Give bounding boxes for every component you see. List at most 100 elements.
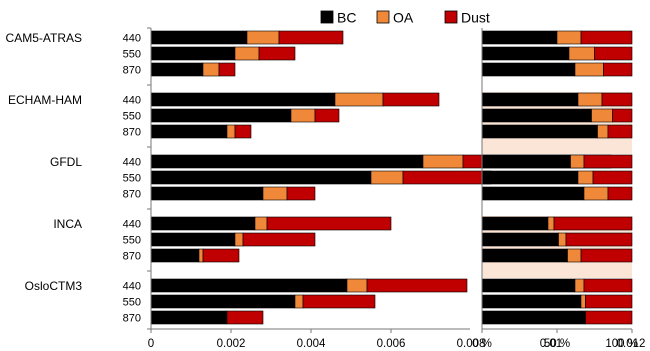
bar-segment-oa — [246, 30, 280, 45]
model-label: ECHAM-HAM — [8, 93, 82, 107]
wavelength-label: 440 — [123, 95, 141, 107]
bar-segment-bc — [150, 216, 256, 231]
rel-bar-segment-bc — [481, 62, 576, 77]
model-label: GFDL — [50, 155, 82, 169]
bar-segment-oa — [346, 278, 368, 293]
bar-segment-oa — [202, 62, 220, 77]
rel-bar-segment-dust — [592, 170, 633, 185]
relative-panel: 0 % 50 % 100 % — [472, 28, 638, 350]
rel-bar-segment-dust — [594, 46, 633, 61]
rel-bar-segment-dust — [585, 294, 633, 309]
rel-bar-segment-bc — [481, 46, 570, 61]
bar-segment-dust — [278, 30, 344, 45]
wavelength-label: 870 — [123, 65, 141, 77]
x-tick-label: 0.004 — [297, 338, 326, 350]
rel-bar-segment-dust — [580, 30, 633, 45]
wavelength-label: 870 — [123, 313, 141, 325]
bar-segment-bc — [150, 186, 264, 201]
bar-segment-dust — [242, 232, 316, 247]
legend-label-bc: BC — [337, 10, 356, 26]
legend-swatch-bc — [320, 10, 334, 24]
model-label: CAM5-ATRAS — [6, 31, 82, 45]
rel-bar-segment-bc — [481, 278, 576, 293]
bar-segment-oa — [262, 186, 288, 201]
wavelength-label: 440 — [123, 157, 141, 169]
bar-segment-dust — [202, 248, 240, 263]
rel-bar-segment-oa — [577, 92, 603, 107]
bar-segment-dust — [266, 216, 392, 231]
legend: BC OA Dust — [320, 10, 490, 26]
rel-bar-segment-dust — [603, 62, 633, 77]
bar-segment-dust — [382, 92, 440, 107]
x-tick-label: 0 — [148, 338, 154, 350]
x-tick-label: 0.008 — [457, 338, 486, 350]
bar-segment-dust — [314, 108, 340, 123]
legend-label-oa: OA — [393, 10, 414, 26]
wavelength-label: 550 — [123, 173, 141, 185]
wavelength-label: 870 — [123, 251, 141, 263]
rel-bar-segment-bc — [481, 124, 598, 139]
rel-bar-segment-dust — [583, 278, 633, 293]
rel-bar-segment-dust — [585, 310, 633, 325]
rel-x-tick-label: 0 % — [472, 338, 492, 350]
row-group-shading — [482, 139, 632, 154]
rel-bar-segment-oa — [580, 294, 586, 309]
x-tick-label: 0.012 — [617, 338, 646, 350]
rel-bar-segment-dust — [607, 124, 633, 139]
bar-segment-bc — [150, 30, 248, 45]
rel-bar-segment-oa — [597, 124, 609, 139]
rel-x-tick-label: 50 % — [544, 338, 570, 350]
rel-bar-segment-oa — [570, 154, 585, 169]
rel-bar-segment-oa — [577, 170, 594, 185]
rel-bar-segment-dust — [583, 154, 633, 169]
wavelength-label: 550 — [123, 235, 141, 247]
rel-bar-segment-oa — [591, 108, 613, 123]
wavelength-label: 550 — [123, 297, 141, 309]
bar-segment-dust — [402, 170, 492, 185]
bar-segment-oa — [254, 216, 268, 231]
wavelength-label: 550 — [123, 49, 141, 61]
rel-bar-segment-dust — [607, 186, 633, 201]
bar-segment-oa — [334, 92, 384, 107]
bar-segment-oa — [198, 248, 204, 263]
bar-segment-dust — [366, 278, 468, 293]
rel-bar-segment-oa — [574, 278, 585, 293]
rel-bar-segment-bc — [481, 108, 592, 123]
rel-bar-segment-dust — [565, 232, 633, 247]
rel-bar-segment-oa — [568, 46, 595, 61]
rel-x-tick-label: 100 % — [605, 338, 638, 350]
rel-bar-segment-bc — [481, 248, 568, 263]
bar-segment-bc — [150, 154, 424, 169]
absolute-panel: 440 550 870 CAM5-ATRAS 440 550 870 ECHAM-HAM 440… — [6, 27, 646, 350]
wavelength-label: 870 — [123, 189, 141, 201]
rel-bar-segment-bc — [481, 310, 586, 325]
bar-segment-bc — [150, 124, 228, 139]
bar-segment-dust — [302, 294, 376, 309]
wavelength-label: 440 — [123, 281, 141, 293]
rel-bar-segment-oa — [583, 186, 609, 201]
bar-segment-bc — [150, 310, 228, 325]
bar-segment-bc — [150, 278, 348, 293]
rel-bar-segment-oa — [574, 62, 604, 77]
rel-bar-segment-dust — [580, 248, 633, 263]
bar-segment-bc — [150, 294, 296, 309]
rel-bar-segment-bc — [481, 170, 579, 185]
bar-segment-bc — [150, 92, 336, 107]
bar-segment-bc — [150, 170, 372, 185]
model-label: OsloCTM3 — [25, 279, 83, 293]
bar-segment-dust — [218, 62, 236, 77]
rel-bar-segment-bc — [481, 92, 579, 107]
rel-bar-segment-oa — [558, 232, 567, 247]
bar-segment-dust — [258, 46, 296, 61]
rel-bar-segment-dust — [612, 108, 633, 123]
legend-swatch-oa — [376, 10, 390, 24]
model-label: INCA — [53, 217, 82, 231]
bar-segment-bc — [150, 108, 292, 123]
legend-label-dust: Dust — [461, 10, 490, 26]
rel-bar-segment-dust — [553, 216, 633, 231]
rel-bar-segment-bc — [481, 294, 582, 309]
wavelength-label: 870 — [123, 127, 141, 139]
bar-segment-oa — [226, 124, 236, 139]
wavelength-label: 440 — [123, 33, 141, 45]
rel-bar-segment-oa — [567, 248, 582, 263]
